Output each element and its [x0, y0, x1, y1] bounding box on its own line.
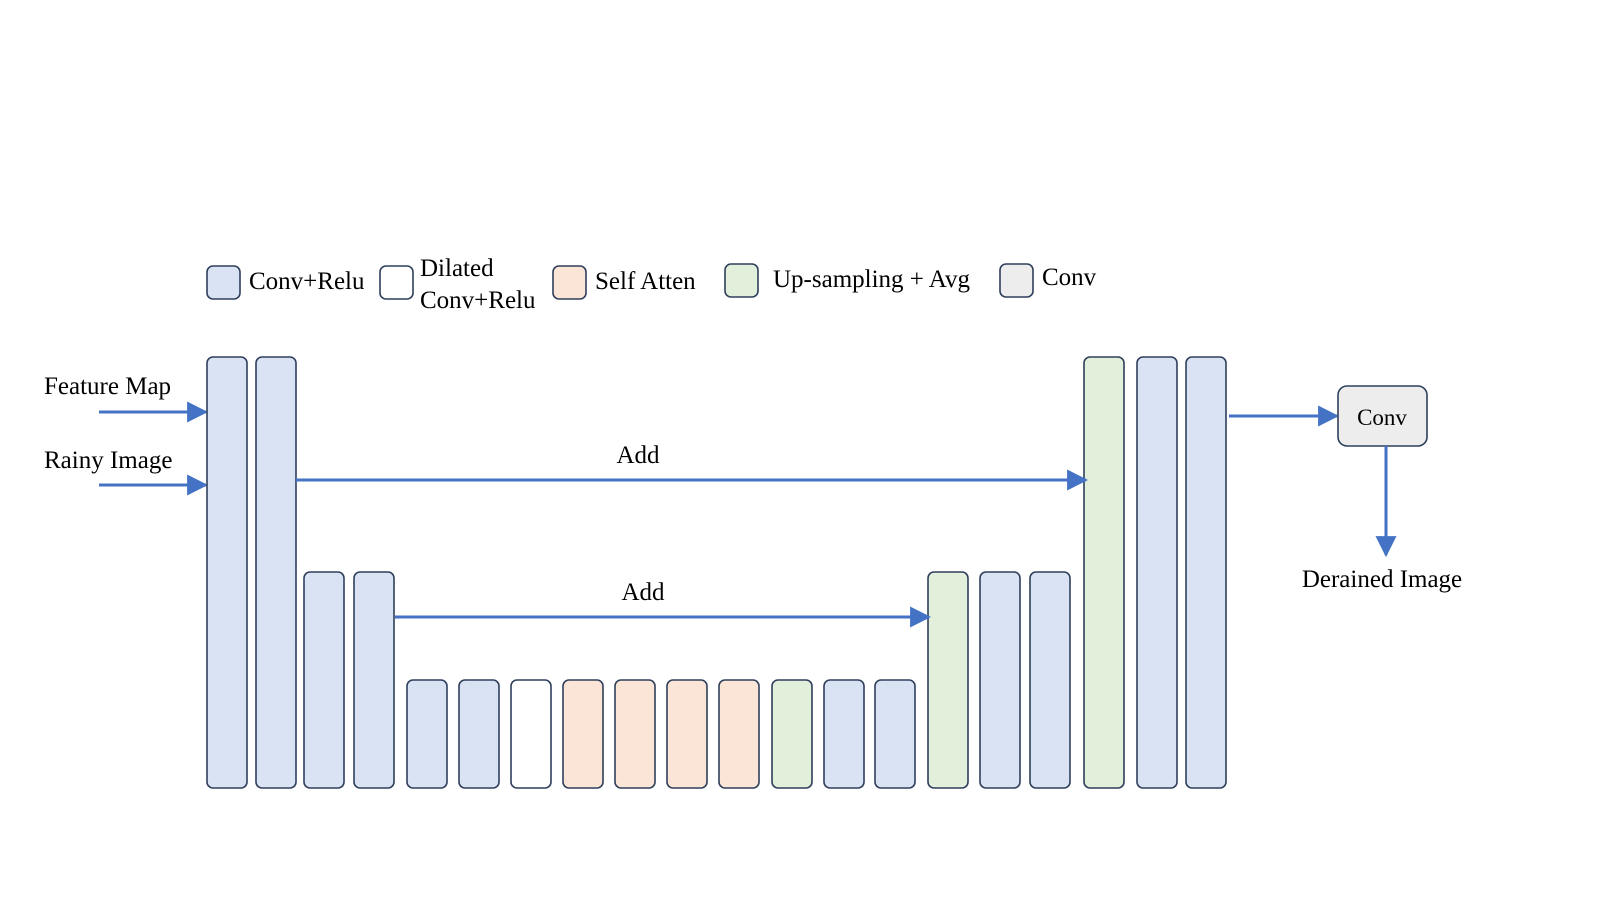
- output-conv-label: Conv: [1357, 405, 1407, 430]
- block-self-atten-10: [666, 679, 708, 789]
- block-conv-relu-19: [1136, 356, 1178, 789]
- legend-label-upsampling: Up-sampling + Avg: [773, 266, 970, 293]
- block-self-atten-9: [614, 679, 656, 789]
- block-conv-relu-5: [406, 679, 448, 789]
- inputs: Feature Map Rainy Image: [44, 373, 209, 496]
- block-self-atten-8: [562, 679, 604, 789]
- derained-image-label: Derained Image: [1302, 566, 1462, 593]
- block-conv-relu-4: [353, 571, 395, 789]
- skip-top-label: Add: [616, 442, 660, 469]
- block-upsample-15: [927, 571, 969, 789]
- block-conv-relu-3: [303, 571, 345, 789]
- block-conv-relu-20: [1185, 356, 1227, 789]
- legend-swatch-self-atten: [552, 265, 587, 300]
- block-upsample-18: [1083, 356, 1125, 789]
- block-conv-relu-16: [979, 571, 1021, 789]
- legend-label-conv: Conv: [1042, 264, 1097, 291]
- legend-label-dilated-line1: Dilated: [420, 255, 494, 282]
- block-conv-relu-1: [206, 356, 248, 789]
- legend-label-self-atten: Self Atten: [595, 268, 696, 295]
- rainy-image-label: Rainy Image: [44, 447, 172, 474]
- output-conv-block: [1337, 385, 1428, 447]
- legend-swatch-conv: [999, 263, 1034, 298]
- block-conv-relu-2: [255, 356, 297, 789]
- block-conv-relu-13: [823, 679, 865, 789]
- block-conv-relu-6: [458, 679, 500, 789]
- output: Conv Derained Image: [1229, 385, 1462, 593]
- legend-swatch-conv-relu: [206, 265, 241, 300]
- legend-swatch-dilated: [379, 265, 414, 300]
- block-upsample-12: [771, 679, 813, 789]
- network-blocks: [206, 356, 1227, 789]
- legend: Conv+Relu Dilated Conv+Relu Self Atten U…: [206, 255, 1097, 314]
- block-conv-relu-17: [1029, 571, 1071, 789]
- legend-swatch-upsampling: [724, 263, 759, 298]
- skip-bottom-label: Add: [621, 579, 665, 606]
- feature-map-label: Feature Map: [44, 373, 171, 400]
- block-self-atten-11: [718, 679, 760, 789]
- skip-connections: Add Add: [296, 442, 1089, 628]
- legend-label-conv-relu: Conv+Relu: [249, 268, 365, 295]
- block-dilated-7: [510, 679, 552, 789]
- legend-label-dilated-line2: Conv+Relu: [420, 287, 536, 314]
- block-conv-relu-14: [874, 679, 916, 789]
